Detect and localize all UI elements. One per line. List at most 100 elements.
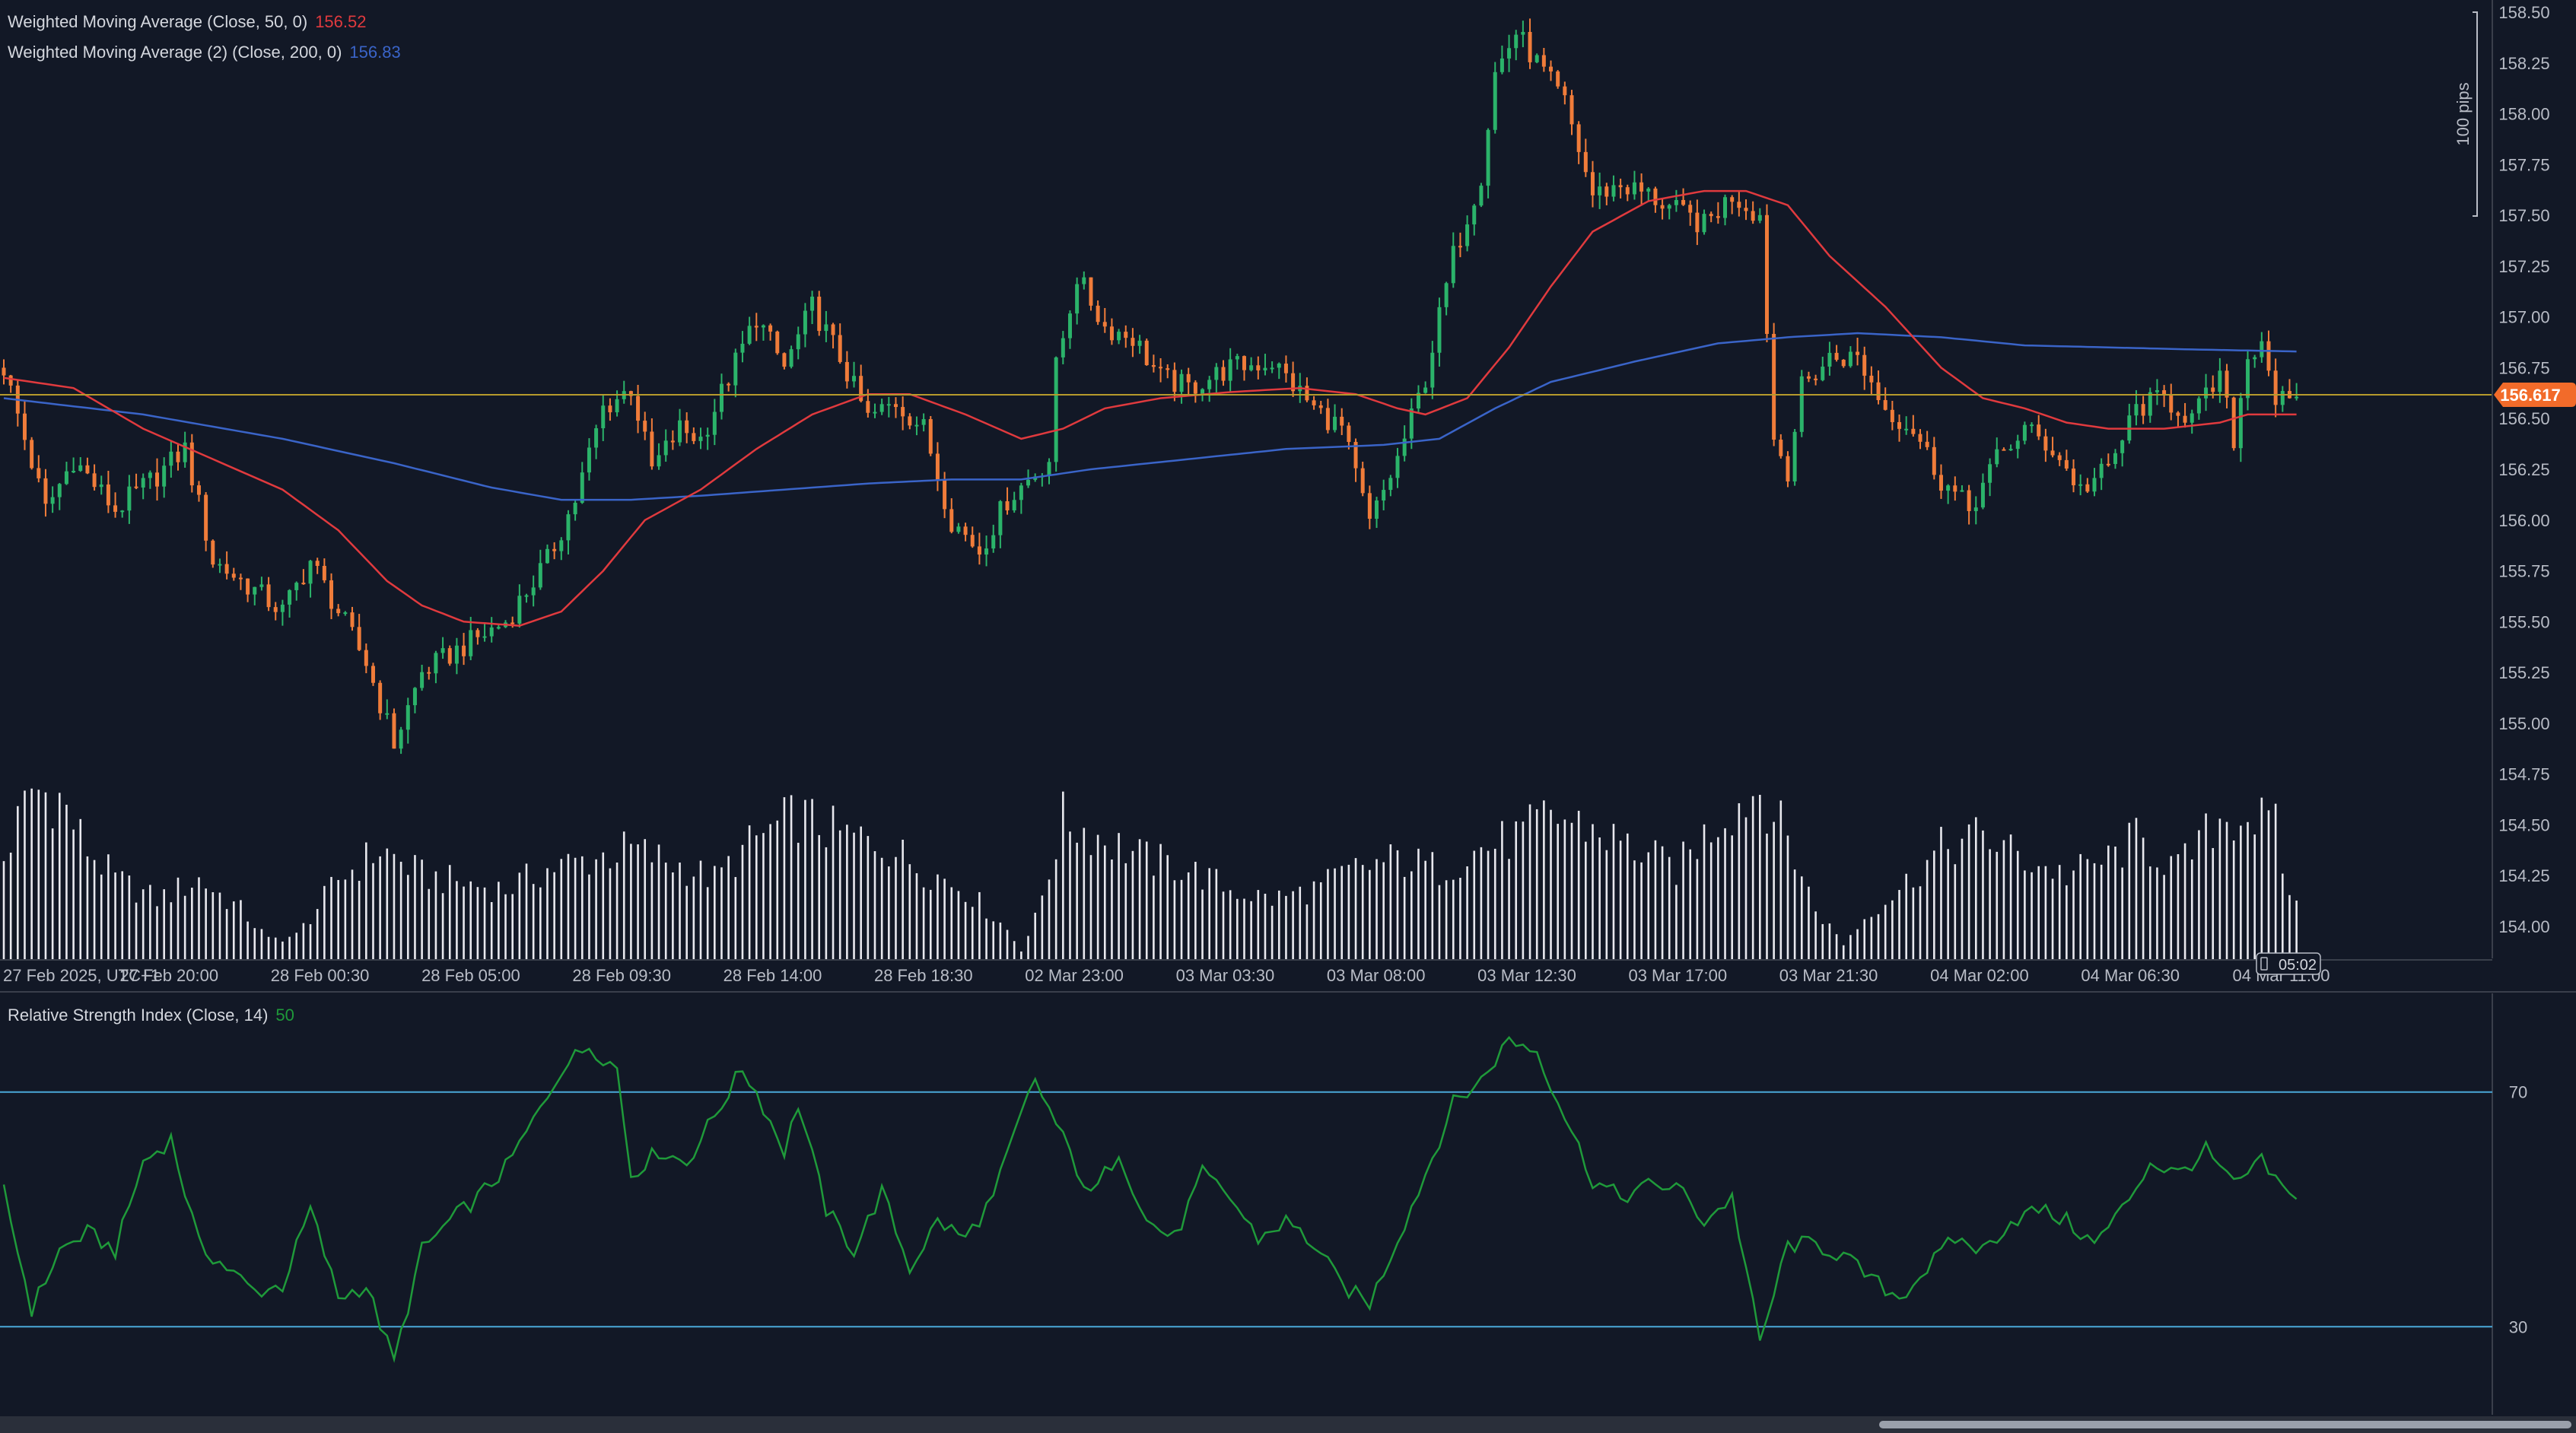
volume-bar	[72, 829, 75, 960]
volume-bar	[574, 857, 577, 960]
time-axis[interactable]: 27 Feb 2025, UTC+127 Feb 20:00 28 Feb 00:…	[0, 952, 2576, 993]
candle	[552, 542, 557, 560]
candle	[879, 399, 884, 415]
candle	[977, 532, 981, 565]
volume-bar	[1738, 803, 1741, 960]
candle	[2238, 392, 2243, 462]
volume-bar	[1466, 866, 1468, 960]
candle	[392, 708, 396, 749]
volume-bar	[1585, 841, 1587, 960]
wma200-legend-value: 156.83	[349, 43, 401, 62]
candle	[2078, 474, 2083, 496]
horizontal-scrollbar[interactable]	[0, 1416, 2576, 1433]
volume-bar	[755, 835, 758, 960]
volume-bar	[1410, 871, 1413, 960]
volume-bar	[657, 844, 660, 960]
candle	[1067, 310, 1072, 349]
volume-bar	[2093, 863, 2096, 960]
volume-bar	[1870, 917, 1873, 960]
volume-bar	[1989, 849, 1991, 960]
candle	[2253, 354, 2257, 368]
volume-bar	[1493, 848, 1496, 960]
volume-bar	[1550, 809, 1552, 960]
candle	[440, 637, 445, 659]
candle	[78, 457, 83, 472]
volume-bar	[358, 881, 361, 960]
volume-bar	[463, 886, 465, 960]
candle	[447, 645, 452, 666]
volume-bar	[1382, 862, 1385, 960]
volume-bar	[2058, 865, 2061, 960]
volume-bar	[985, 918, 987, 960]
volume-bar	[1912, 887, 1915, 960]
price-tick-label: 155.50	[2498, 612, 2549, 631]
time-axis-ticks: 27 Feb 2025, UTC+127 Feb 20:00 28 Feb 00:…	[3, 966, 2330, 985]
candle	[636, 385, 641, 434]
volume-bar	[2024, 870, 2026, 960]
volume-bar	[1369, 869, 1371, 960]
candle	[1883, 387, 1887, 411]
candle	[2280, 386, 2285, 412]
time-tick-label: 27 Feb 2025, UTC+1	[3, 966, 160, 985]
volume-bar	[699, 860, 702, 960]
candle	[176, 443, 180, 471]
rsi-legend[interactable]: Relative Strength Index (Close, 14) 50	[8, 1006, 294, 1025]
volume-bar	[1967, 824, 1970, 960]
candle	[1534, 53, 1539, 64]
candle	[517, 584, 522, 628]
candle	[747, 316, 752, 345]
candle	[412, 687, 417, 713]
current-price-tag-label: 156.617	[2500, 386, 2561, 405]
volume-bar	[121, 871, 124, 960]
candle	[2, 359, 6, 385]
candle	[1325, 399, 1330, 434]
time-tick-label: 02 Mar 23:00	[1025, 966, 1124, 985]
wma200-legend[interactable]: Weighted Moving Average (2) (Close, 200,…	[8, 43, 401, 62]
volume-bar	[957, 891, 960, 960]
candle	[2141, 396, 2145, 424]
volume-bar	[191, 888, 193, 960]
volume-bar	[2190, 859, 2193, 960]
price-tick-label: 157.50	[2498, 206, 2549, 225]
volume-bar	[2016, 850, 2019, 960]
volume-bar	[79, 818, 82, 960]
volume-bar	[1334, 868, 1336, 960]
volume-bar	[1647, 852, 1650, 960]
price-axis[interactable]: 158.50 158.25 158.00 157.75 157.50 157.25 157.…	[2454, 0, 2576, 958]
candle	[1340, 408, 1344, 436]
volume-bar	[267, 936, 270, 960]
volume-bar	[1124, 863, 1127, 960]
countdown-icon	[2260, 957, 2268, 971]
volume-bar	[714, 866, 716, 960]
price-tick-label: 158.00	[2498, 105, 2549, 124]
volume-bar	[1508, 859, 1510, 960]
volume-bar	[1786, 835, 1789, 960]
rsi-panel[interactable]: 70 30	[0, 993, 2527, 1415]
price-tick-label: 156.50	[2498, 409, 2549, 428]
candle	[949, 498, 954, 534]
candle	[810, 291, 815, 325]
volume-bar	[950, 887, 953, 960]
candle	[1151, 354, 1156, 373]
volume-bar	[1319, 882, 1322, 960]
price-panel[interactable]	[0, 18, 2492, 960]
candle	[1193, 380, 1197, 403]
time-tick-label: 03 Mar 12:30	[1477, 966, 1576, 985]
volume-bar	[818, 834, 821, 960]
volume-bar	[1431, 852, 1434, 960]
volume-bar	[205, 888, 207, 960]
wma50-legend[interactable]: Weighted Moving Average (Close, 50, 0) 15…	[8, 12, 366, 32]
volume-bar	[1062, 791, 1064, 960]
candle	[566, 510, 571, 554]
volume-bar	[344, 879, 347, 960]
candle	[1061, 331, 1065, 364]
price-tick-label: 158.25	[2498, 54, 2549, 73]
volume-bar	[1054, 859, 1057, 960]
volume-bar	[1835, 934, 1838, 960]
volume-bar	[937, 874, 939, 960]
volume-bar	[2212, 847, 2215, 960]
candle	[37, 455, 41, 483]
candle	[1695, 199, 1700, 246]
scrollbar-thumb[interactable]	[1879, 1421, 2571, 1428]
